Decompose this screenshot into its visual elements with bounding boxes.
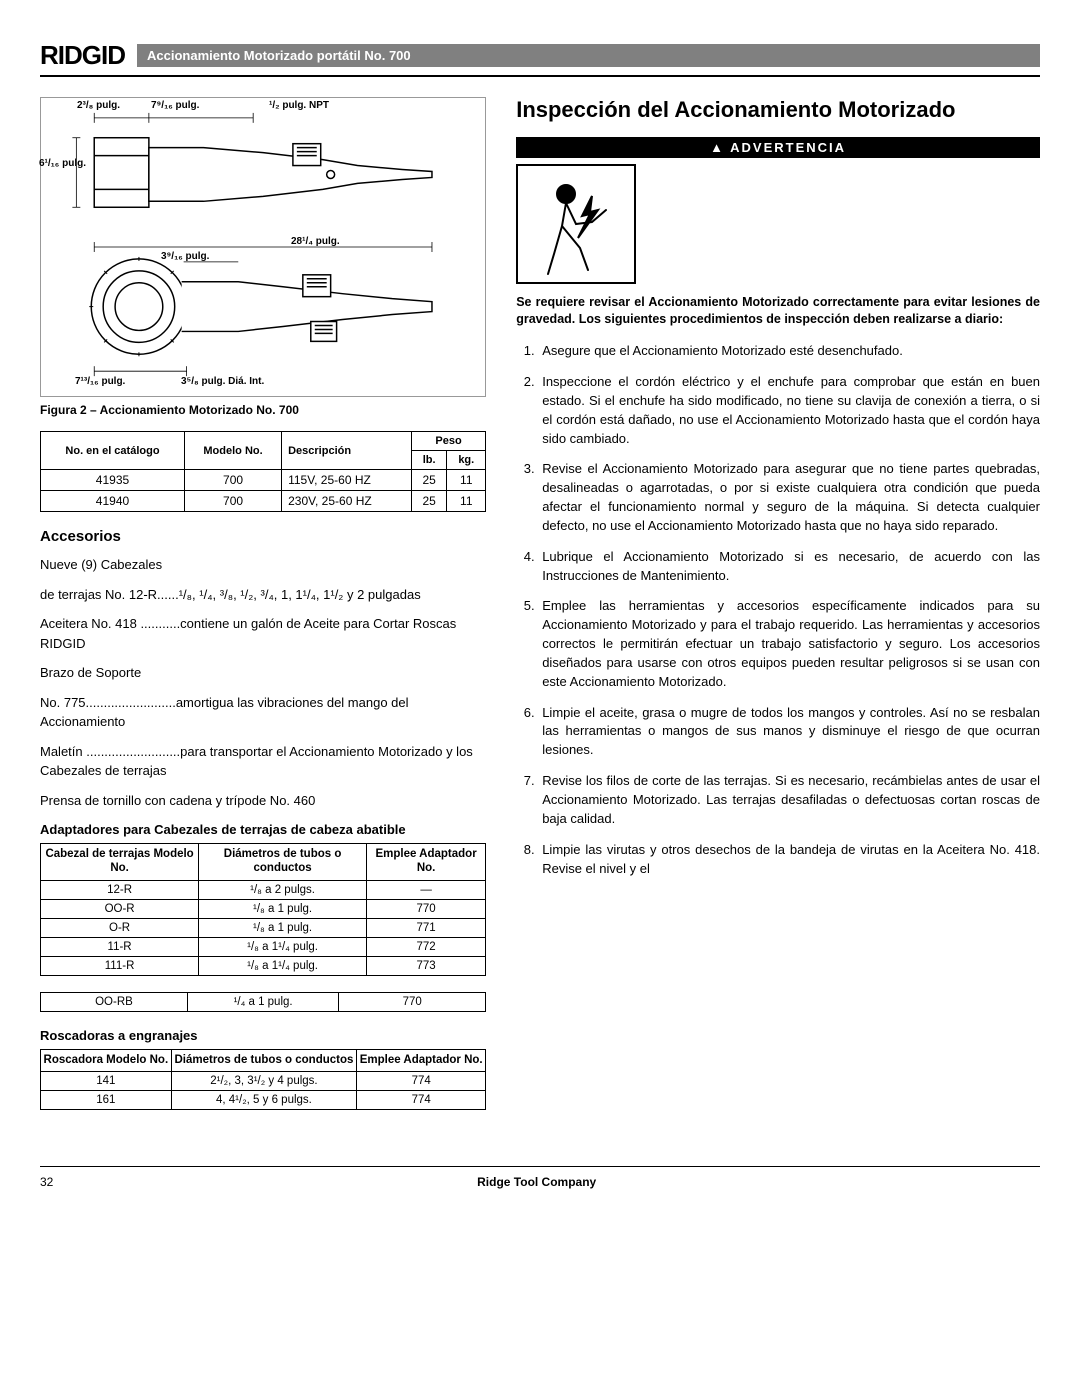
inspection-heading: Inspección del Accionamiento Motorizado: [516, 97, 1040, 123]
dim-mid: 3⁹/₁₆ pulg.: [161, 251, 209, 262]
page-header: RIDGID Accionamiento Motorizado portátil…: [40, 40, 1040, 77]
table-row: 111-R¹/₈ a 1¹/₄ pulg.773: [41, 956, 486, 975]
th-model: Modelo No.: [184, 432, 281, 470]
warning-bar: ▲ ADVERTENCIA: [516, 137, 1040, 158]
table-row: O-R¹/₈ a 1 pulg.771: [41, 918, 486, 937]
adapters-table: Cabezal de terrajas Modelo No. Diámetros…: [40, 843, 486, 976]
th-lb: lb.: [411, 451, 446, 470]
page-footer: 32 Ridge Tool Company: [40, 1166, 1040, 1189]
dim-top-right: ¹/₂ pulg. NPT: [269, 100, 329, 111]
warning-text: Se requiere revisar el Accionamiento Mot…: [516, 294, 1040, 328]
th-ad-adapter: Emplee Adaptador No.: [367, 844, 486, 881]
table-row: 11-R¹/₈ a 1¹/₄ pulg.772: [41, 937, 486, 956]
inspection-step: Limpie las virutas y otros desechos de l…: [538, 841, 1040, 879]
table-row: 41940700230V, 25-60 HZ2511: [41, 491, 486, 512]
adapters-extra-table: OO-RB ¹/₄ a 1 pulg. 770: [40, 992, 486, 1012]
th-cat: No. en el catálogo: [41, 432, 185, 470]
geared-heading: Roscadoras a engranajes: [40, 1028, 486, 1043]
dim-top-left: 2³/₈ pulg.: [77, 100, 120, 111]
th-g-adapter: Emplee Adaptador No.: [357, 1049, 486, 1072]
geared-table: Roscadora Modelo No. Diámetros de tubos …: [40, 1049, 486, 1111]
accessories-list: Nueve (9) Cabezales de terrajas No. 12-R.…: [40, 555, 486, 810]
accessory-item: Maletín ..........................para t…: [40, 742, 486, 781]
dim-top-mid: 7⁹/₁₆ pulg.: [151, 100, 199, 111]
footer-company: Ridge Tool Company: [477, 1175, 596, 1189]
table-row: 1614, 4¹/₂, 5 y 6 pulgs.774: [41, 1091, 486, 1110]
th-ad-model: Cabezal de terrajas Modelo No.: [41, 844, 199, 881]
table-row: 41935700115V, 25-60 HZ2511: [41, 470, 486, 491]
inspection-step: Emplee las herramientas y accesorios esp…: [538, 597, 1040, 691]
th-desc: Descripción: [282, 432, 412, 470]
inspection-step: Revise los filos de corte de las terraja…: [538, 772, 1040, 829]
inspection-step: Lubrique el Accionamiento Motorizado si …: [538, 548, 1040, 586]
th-g-model: Roscadora Modelo No.: [41, 1049, 172, 1072]
logo: RIDGID: [40, 40, 125, 71]
accessory-item: de terrajas No. 12-R......¹/₈, ¹/₄, ³/₈,…: [40, 585, 486, 605]
dim-bottom-right: 3⁵/₈ pulg. Diá. Int.: [181, 376, 264, 387]
inspection-step: Revise el Accionamiento Motorizado para …: [538, 460, 1040, 535]
th-g-diam: Diámetros de tubos o conductos: [171, 1049, 356, 1072]
header-title-bar: Accionamiento Motorizado portátil No. 70…: [137, 44, 1040, 67]
accessory-item: Prensa de tornillo con cadena y trípode …: [40, 791, 486, 811]
accessory-item: Aceitera No. 418 ...........contiene un …: [40, 614, 486, 653]
dim-total: 28¹/₄ pulg.: [291, 236, 340, 247]
table-row: 1412¹/₂, 3, 3¹/₂ y 4 pulgs.774: [41, 1072, 486, 1091]
inspection-step: Inspeccione el cordón eléctrico y el enc…: [538, 373, 1040, 448]
inspection-step: Asegure que el Accionamiento Motorizado …: [538, 342, 1040, 361]
dim-bottom-left: 7¹³/₁₆ pulg.: [75, 376, 125, 387]
dim-left: 6¹/₁₆ pulg.: [39, 158, 86, 169]
th-weight: Peso: [411, 432, 485, 451]
accessory-item: No. 775.........................amortigu…: [40, 693, 486, 732]
th-kg: kg.: [447, 451, 486, 470]
th-ad-diam: Diámetros de tubos o conductos: [199, 844, 367, 881]
page-number: 32: [40, 1175, 53, 1189]
accessory-item: Nueve (9) Cabezales: [40, 555, 486, 575]
adapters-heading: Adaptadores para Cabezales de terrajas d…: [40, 822, 486, 837]
accessory-item: Brazo de Soporte: [40, 663, 486, 683]
accessories-heading: Accesorios: [40, 528, 486, 545]
tool-diagram: 2³/₈ pulg. 7⁹/₁₆ pulg. ¹/₂ pulg. NPT 6¹/…: [40, 97, 486, 397]
inspection-step: Limpie el aceite, grasa o mugre de todos…: [538, 704, 1040, 761]
table-row: 12-R¹/₈ a 2 pulgs.—: [41, 880, 486, 899]
figure-caption: Figura 2 – Accionamiento Motorizado No. …: [40, 403, 486, 417]
table-row: OO-RB ¹/₄ a 1 pulg. 770: [41, 992, 486, 1011]
table-row: OO-R¹/₈ a 1 pulg.770: [41, 899, 486, 918]
shock-hazard-icon: [516, 164, 636, 284]
inspection-steps: Asegure que el Accionamiento Motorizado …: [516, 342, 1040, 878]
spec-table: No. en el catálogo Modelo No. Descripció…: [40, 431, 486, 512]
